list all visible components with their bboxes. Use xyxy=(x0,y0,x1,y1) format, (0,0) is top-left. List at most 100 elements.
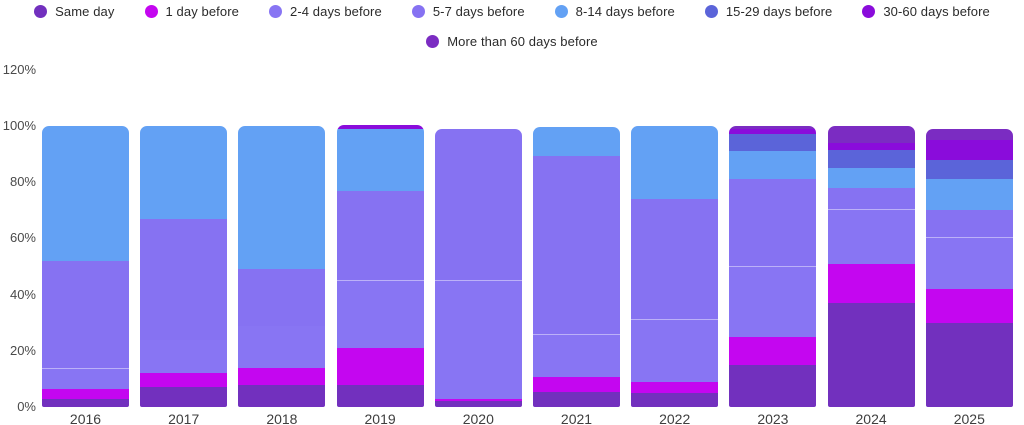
y-tick-label: 120% xyxy=(2,61,36,77)
legend-item-label: 8-14 days before xyxy=(575,4,675,19)
bar-segment-more-than-60-days-before[interactable] xyxy=(827,126,915,143)
bar-segment-2-4-days-before[interactable] xyxy=(729,266,817,337)
x-axis-label: 2022 xyxy=(659,411,691,425)
bar-segment-8-14-days-before[interactable] xyxy=(140,126,228,219)
legend-dot-icon xyxy=(862,5,876,18)
bar-segment-8-14-days-before[interactable] xyxy=(925,179,1013,211)
bar-segment-2-4-days-before[interactable] xyxy=(336,280,424,348)
bar-segment-5-7-days-before[interactable] xyxy=(434,128,522,281)
bar-segment-15-29-days-before[interactable] xyxy=(729,134,817,152)
legend-item-label: 1 day before xyxy=(165,4,239,19)
bar-segment-5-7-days-before[interactable] xyxy=(238,269,326,326)
bar-segment-1-day-before[interactable] xyxy=(729,336,817,365)
y-tick-label: 100% xyxy=(2,118,36,133)
bar-segment-same-day[interactable] xyxy=(729,364,817,407)
bar-segment-2-4-days-before[interactable] xyxy=(42,369,129,389)
bar-segment-8-14-days-before[interactable] xyxy=(336,128,424,191)
bar-2022[interactable] xyxy=(631,126,719,407)
bar-segment-same-day[interactable] xyxy=(336,384,424,407)
bar-segment-30-60-days-before[interactable] xyxy=(827,142,915,150)
bar-segment-8-14-days-before[interactable] xyxy=(827,168,915,188)
bar-segment-15-29-days-before[interactable] xyxy=(925,159,1013,180)
bar-segment-8-14-days-before[interactable] xyxy=(238,126,326,270)
bar-segment-8-14-days-before[interactable] xyxy=(729,151,817,180)
bar-segment-5-7-days-before[interactable] xyxy=(140,218,228,340)
legend-dot-icon xyxy=(411,5,425,18)
legend-item-30-60-days-before[interactable]: 30-60 days before xyxy=(862,4,990,19)
bar-segment-30-60-days-before[interactable] xyxy=(336,124,424,129)
bar-segment-same-day[interactable] xyxy=(140,387,228,407)
x-axis-label: 2021 xyxy=(560,411,593,425)
legend-item-more-than-60-days-before[interactable]: More than 60 days before xyxy=(426,34,598,49)
bar-segment-same-day[interactable] xyxy=(434,401,522,407)
bar-segment-2-4-days-before[interactable] xyxy=(140,339,228,374)
bar-segment-15-29-days-before[interactable] xyxy=(827,149,915,169)
bar-segment-2-4-days-before[interactable] xyxy=(827,210,915,264)
bar-segment-same-day[interactable] xyxy=(631,392,719,407)
bar-2020[interactable] xyxy=(434,128,522,407)
bar-segment-5-7-days-before[interactable] xyxy=(925,210,1013,239)
x-axis-label: 2016 xyxy=(69,411,102,425)
bar-segment-8-14-days-before[interactable] xyxy=(42,126,129,261)
bar-segment-5-7-days-before[interactable] xyxy=(631,199,719,320)
bar-2021[interactable] xyxy=(533,127,620,407)
bar-segment-same-day[interactable] xyxy=(925,322,1013,407)
legend-row: Same day 1 day before 2-4 days before 5-7 d… xyxy=(34,4,990,19)
bar-segment-same-day[interactable] xyxy=(238,384,326,407)
bar-segment-1-day-before[interactable] xyxy=(336,348,424,385)
legend-dot-icon xyxy=(704,5,718,18)
bar-segment-5-7-days-before[interactable] xyxy=(827,187,915,211)
legend-item-5-7-days-before[interactable]: 5-7 days before xyxy=(411,4,525,19)
bar-segment-1-day-before[interactable] xyxy=(238,367,326,385)
bar-2025[interactable] xyxy=(925,128,1013,407)
bar-2017[interactable] xyxy=(140,126,228,407)
bar-2018[interactable] xyxy=(238,126,326,407)
bar-segment-30-60-days-before[interactable] xyxy=(729,128,817,135)
bar-segment-2-4-days-before[interactable] xyxy=(533,335,620,378)
x-axis-label: 2018 xyxy=(266,411,298,425)
bar-2019[interactable] xyxy=(336,124,424,407)
legend-item-same-day[interactable]: Same day xyxy=(34,4,114,19)
legend-dot-icon xyxy=(268,5,282,18)
bar-segment-more-than-60-days-before[interactable] xyxy=(925,128,1013,141)
legend-dot-icon xyxy=(34,5,48,18)
bar-segment-1-day-before[interactable] xyxy=(434,398,522,402)
bar-segment-5-7-days-before[interactable] xyxy=(42,260,129,370)
bar-segment-2-4-days-before[interactable] xyxy=(631,319,719,382)
legend-item-1-day-before[interactable]: 1 day before xyxy=(144,4,239,19)
legend-item-2-4-days-before[interactable]: 2-4 days before xyxy=(268,4,382,19)
chart-legend: Same day 1 day before 2-4 days before 5-7 d… xyxy=(0,4,1024,49)
x-axis-label: 2020 xyxy=(462,411,494,425)
bar-segment-30-60-days-before[interactable] xyxy=(925,140,1013,160)
x-axis-label: 2025 xyxy=(953,411,985,425)
legend-row: More than 60 days before xyxy=(426,34,598,49)
bar-segment-more-than-60-days-before[interactable] xyxy=(729,126,817,129)
bar-segment-2-4-days-before[interactable] xyxy=(925,238,1013,289)
bar-segment-1-day-before[interactable] xyxy=(42,388,129,399)
bar-segment-same-day[interactable] xyxy=(42,398,129,407)
bar-segment-1-day-before[interactable] xyxy=(631,381,719,393)
legend-item-label: 15-29 days before xyxy=(725,4,833,19)
bar-segment-2-4-days-before[interactable] xyxy=(434,280,522,399)
bar-segment-1-day-before[interactable] xyxy=(140,373,228,388)
bar-segment-5-7-days-before[interactable] xyxy=(729,179,817,267)
bar-segment-1-day-before[interactable] xyxy=(533,377,620,392)
bar-segment-8-14-days-before[interactable] xyxy=(533,127,620,156)
bar-segment-same-day[interactable] xyxy=(533,391,620,407)
bar-segment-5-7-days-before[interactable] xyxy=(336,190,424,281)
bar-2024[interactable] xyxy=(827,126,915,407)
bar-segment-same-day[interactable] xyxy=(827,303,915,407)
bar-segment-1-day-before[interactable] xyxy=(827,263,915,304)
legend-item-8-14-days-before[interactable]: 8-14 days before xyxy=(554,4,675,19)
bar-2016[interactable] xyxy=(42,126,129,407)
x-axis-label: 2017 xyxy=(168,411,200,425)
bar-segment-8-14-days-before[interactable] xyxy=(631,126,719,200)
bar-segment-5-7-days-before[interactable] xyxy=(533,155,620,336)
bar-segment-1-day-before[interactable] xyxy=(925,288,1013,323)
y-tick-label: 0% xyxy=(17,399,36,414)
bar-segment-2-4-days-before[interactable] xyxy=(238,325,326,368)
bar-2023[interactable] xyxy=(729,126,817,407)
legend-item-15-29-days-before[interactable]: 15-29 days before xyxy=(704,4,833,19)
